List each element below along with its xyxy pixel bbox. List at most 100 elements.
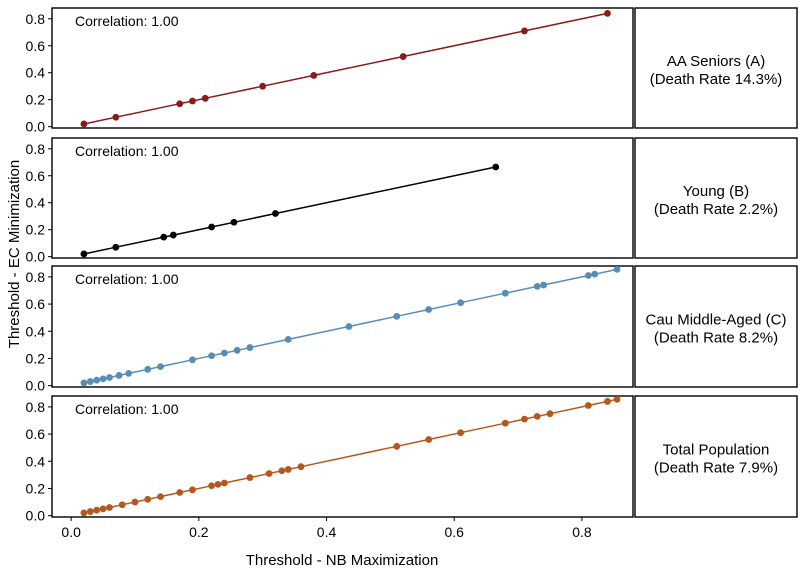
x-tick-label: 0.4 (317, 524, 337, 540)
data-point (297, 463, 305, 471)
y-tick-label: 0.2 (26, 350, 46, 366)
series-line (83, 12, 608, 125)
facet-label-line2: (Death Rate 14.3%) (650, 71, 783, 88)
x-tick-label: 0.8 (572, 524, 592, 540)
data-point (80, 120, 88, 128)
y-tick-label: 0.4 (26, 453, 46, 469)
data-point (106, 374, 113, 381)
data-point (399, 53, 407, 60)
y-tick-label: 0.8 (26, 269, 46, 285)
y-tick-label: 0.8 (26, 11, 46, 27)
x-tick-label: 0.2 (189, 524, 209, 540)
data-point (112, 113, 120, 121)
panel-border (51, 137, 634, 259)
x-tick-label: 0.6 (444, 524, 464, 540)
facet-label-line1: Total Population (663, 442, 770, 459)
facet-label-line1: AA Seniors (A) (667, 53, 765, 70)
panel-1: 0.0 0.2 0.4 0.6 0.8 Correlation: 1.00 AA Senio… (26, 7, 798, 135)
data-point (144, 365, 152, 373)
data-point (220, 349, 228, 357)
data-point (457, 429, 465, 437)
data-point (208, 223, 216, 231)
data-point (106, 504, 113, 511)
y-tick-label: 0.4 (26, 323, 46, 339)
data-point (501, 419, 509, 427)
y-tick-label: 0.8 (26, 141, 46, 157)
data-point (393, 442, 401, 450)
data-point (246, 474, 254, 481)
series-line (83, 166, 496, 255)
y-tick-label: 0.0 (26, 249, 46, 265)
data-point (208, 482, 216, 490)
x-axis-title: Threshold - NB Maximization (246, 552, 439, 569)
y-tick-label: 0.2 (26, 222, 46, 238)
data-point (345, 323, 353, 330)
y-tick-label: 0.6 (26, 168, 46, 184)
panels-group: 0.0 0.2 0.4 0.6 0.8 Correlation: 1.00 AA Senio… (26, 7, 798, 540)
data-point (259, 82, 267, 90)
facet-strip (634, 265, 798, 388)
data-point (189, 486, 196, 494)
data-point (99, 505, 107, 513)
y-tick-label: 0.0 (26, 508, 46, 524)
data-point (201, 94, 209, 102)
data-point (189, 356, 196, 364)
data-point (93, 506, 101, 514)
correlation-annotation: Correlation: 1.00 (75, 271, 179, 287)
y-axis-title: Threshold - EC Minimization (6, 160, 23, 348)
y-tick-label: 0.6 (26, 296, 46, 312)
correlation-annotation: Correlation: 1.00 (75, 143, 179, 159)
data-point (533, 282, 541, 290)
data-point (393, 312, 401, 320)
y-tick-label: 0.4 (26, 65, 46, 81)
y-tick-label: 0.8 (26, 399, 46, 415)
data-point (93, 376, 101, 384)
data-point (521, 27, 528, 35)
data-point (99, 375, 107, 383)
data-point (457, 299, 465, 307)
data-point (501, 289, 509, 297)
facet-label-line2: (Death Rate 2.2%) (654, 201, 778, 218)
data-point (246, 344, 254, 351)
data-point (160, 233, 168, 241)
data-point (214, 480, 222, 488)
data-point (613, 395, 621, 403)
facet-strip (634, 395, 798, 518)
y-tick-label: 0.6 (26, 426, 46, 442)
data-point (176, 489, 184, 496)
data-point (540, 281, 548, 289)
data-point (189, 97, 196, 105)
panel-border (51, 265, 634, 388)
data-point (208, 352, 216, 360)
data-point (233, 346, 241, 354)
data-point (425, 436, 433, 443)
data-point (115, 372, 123, 379)
data-point (176, 100, 184, 108)
data-point (157, 493, 164, 501)
facet-strip (634, 137, 798, 259)
data-point (604, 398, 611, 405)
data-point (80, 379, 88, 387)
panel-border (51, 7, 634, 129)
correlation-annotation: Correlation: 1.00 (75, 13, 179, 29)
data-point (492, 163, 500, 171)
data-point (272, 210, 279, 217)
y-tick-label: 0.4 (26, 195, 46, 211)
data-point (425, 306, 433, 313)
data-point (80, 250, 88, 258)
data-point (131, 498, 139, 506)
data-point (613, 265, 621, 273)
y-tick-label: 0.6 (26, 38, 46, 54)
y-tick-label: 0.2 (26, 92, 46, 108)
panel-3: 0.0 0.2 0.4 0.6 0.8 Correlation: 1.00 Cau Midd… (26, 265, 798, 394)
data-point (584, 402, 592, 409)
data-point (144, 495, 152, 503)
data-point (533, 412, 541, 420)
facet-label-line1: Young (B) (683, 183, 749, 200)
correlation-annotation: Correlation: 1.00 (75, 401, 179, 417)
facet-strip (634, 7, 798, 129)
data-point (284, 336, 292, 343)
facet-label-line2: (Death Rate 7.9%) (654, 460, 778, 477)
data-point (157, 363, 164, 371)
